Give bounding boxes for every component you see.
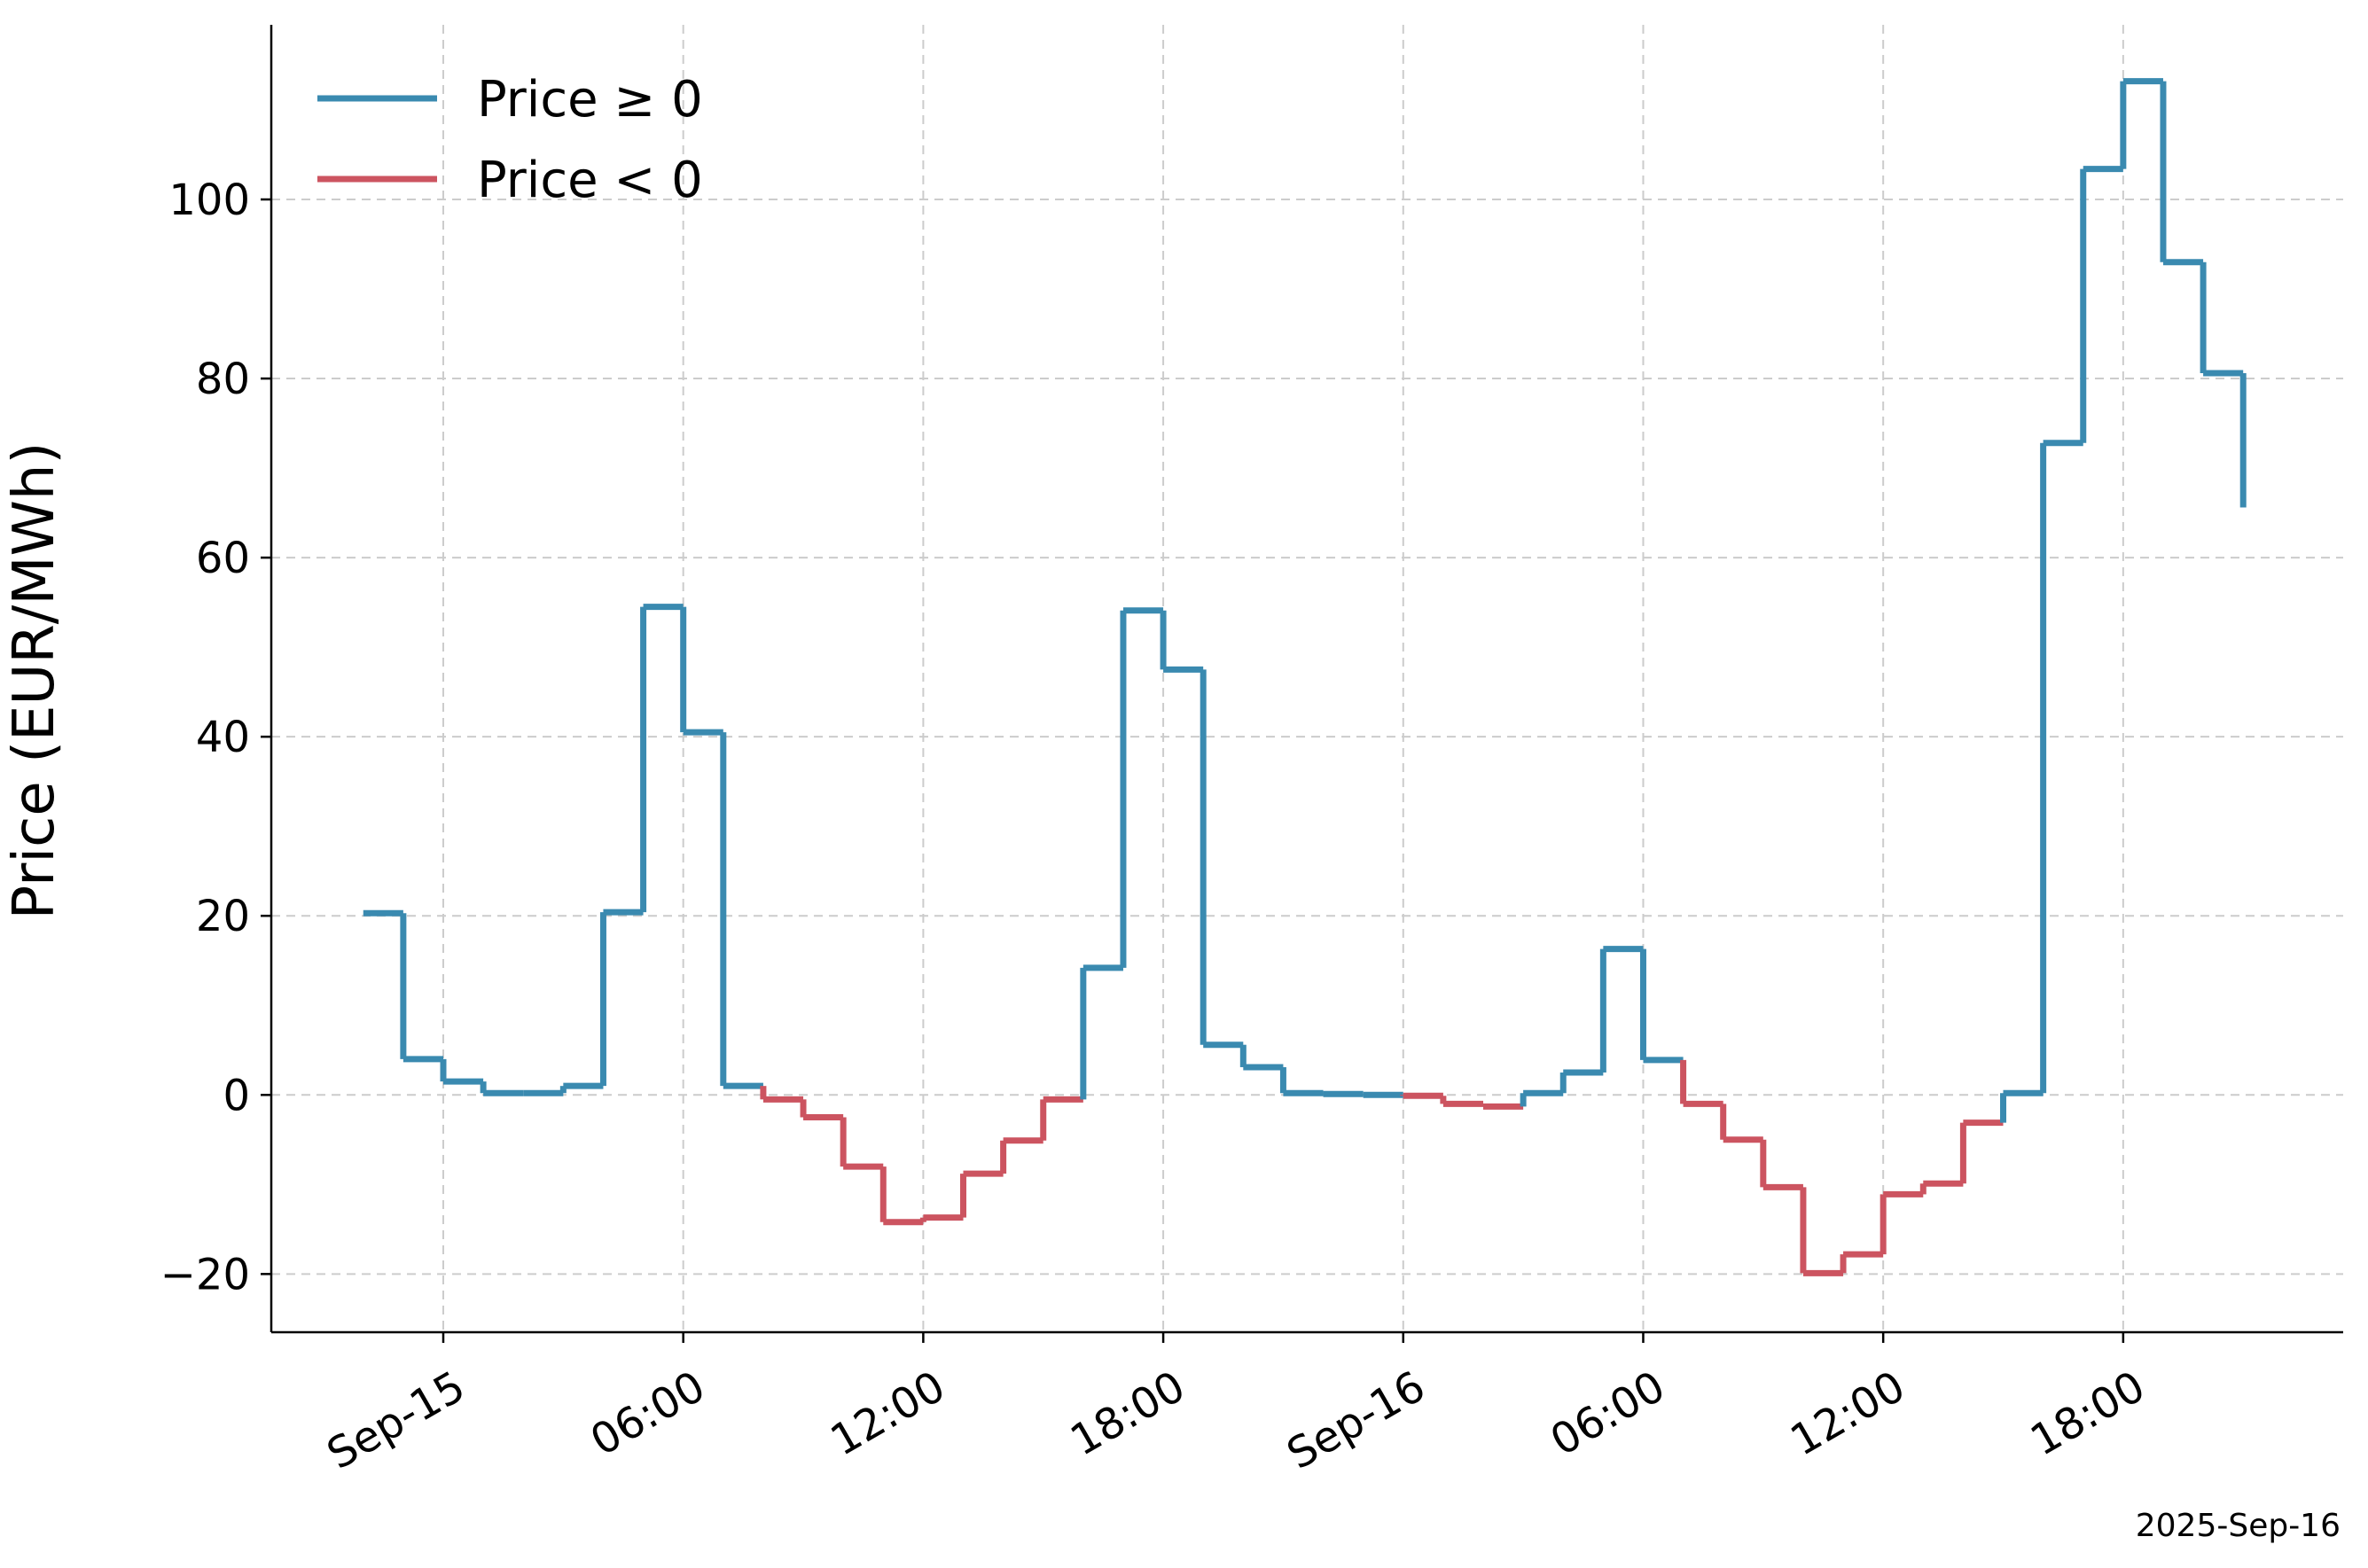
- date-footer: 2025-Sep-16: [2136, 1508, 2341, 1544]
- price-series: [363, 78, 2247, 1276]
- y-tick-label: 80: [196, 355, 250, 404]
- axes: [270, 25, 2343, 1334]
- y-axis-ticks: −20 0 20 40 60 80 100: [160, 176, 271, 1299]
- y-tick-label: 20: [196, 892, 250, 941]
- y-axis-label: Price (EUR/MWh): [2, 442, 67, 920]
- y-tick-label: 60: [196, 534, 250, 583]
- x-tick-label: 18:00: [2022, 1361, 2153, 1466]
- x-tick-label: 12:00: [1782, 1361, 1913, 1466]
- x-tick-label: 18:00: [1062, 1361, 1193, 1466]
- legend-label-nonnegative: Price ≥ 0: [477, 71, 703, 129]
- x-tick-label: Sep-15: [319, 1361, 473, 1479]
- y-tick-label: −20: [160, 1250, 250, 1299]
- x-axis-ticks: Sep-15 06:00 12:00 18:00 Sep-16 06:00 12:00 18:…: [319, 1332, 2153, 1479]
- y-tick-label: 40: [196, 713, 250, 762]
- y-tick-label: 0: [223, 1071, 250, 1120]
- x-tick-label: 12:00: [823, 1361, 954, 1466]
- y-tick-label: 100: [168, 176, 250, 225]
- x-tick-label: Sep-16: [1279, 1361, 1434, 1479]
- x-tick-label: 06:00: [1543, 1361, 1674, 1466]
- x-tick-label: 06:00: [582, 1361, 714, 1466]
- legend: Price ≥ 0 Price < 0: [317, 71, 703, 209]
- legend-label-negative: Price < 0: [477, 152, 703, 209]
- grid: [271, 25, 2343, 1332]
